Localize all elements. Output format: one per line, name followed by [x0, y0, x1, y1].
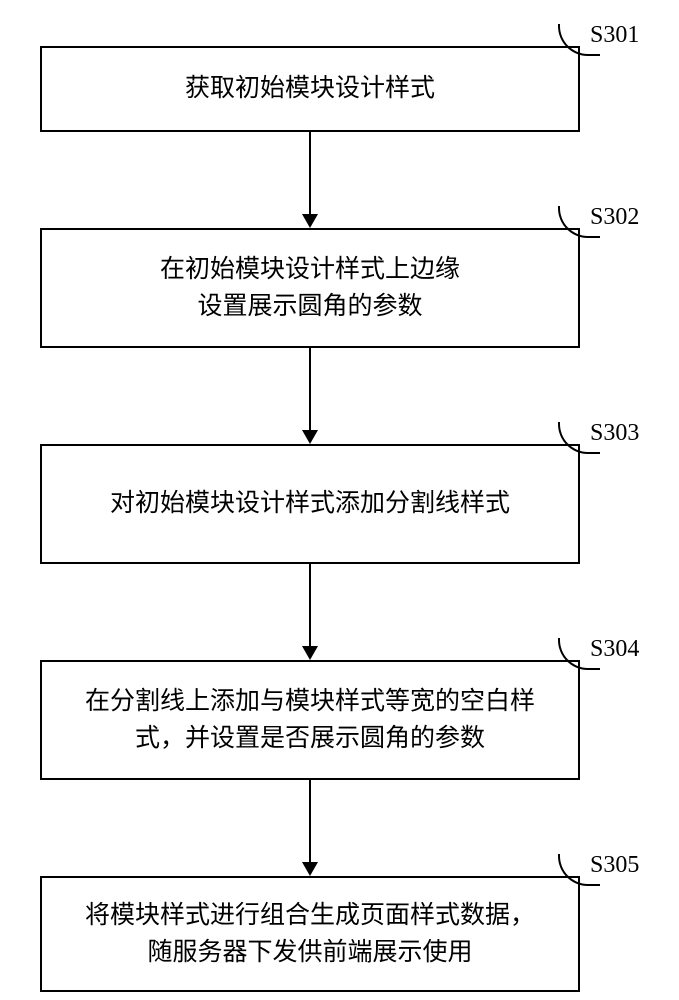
flow-node-s303: 对初始模块设计样式添加分割线样式	[40, 444, 580, 564]
arrow-head-icon	[302, 430, 318, 444]
flow-node-text: 在分割线上添加与模块样式等宽的空白样 式，并设置是否展示圆角的参数	[85, 683, 535, 758]
flow-node-text: 对初始模块设计样式添加分割线样式	[110, 485, 510, 523]
flow-node-s301: 获取初始模块设计样式	[40, 46, 580, 132]
flow-node-label: S302	[590, 204, 639, 231]
flow-node-label: S304	[590, 636, 639, 663]
flow-node-text: 在初始模块设计样式上边缘 设置展示圆角的参数	[160, 251, 460, 326]
flow-arrow	[309, 348, 311, 430]
flowchart-canvas: 获取初始模块设计样式 S301 在初始模块设计样式上边缘 设置展示圆角的参数 S…	[0, 0, 679, 1000]
flow-arrow	[309, 132, 311, 214]
arrow-head-icon	[302, 862, 318, 876]
flow-node-label: S305	[590, 852, 639, 879]
flow-node-text: 将模块样式进行组合生成页面样式数据， 随服务器下发供前端展示使用	[85, 897, 535, 972]
arrow-head-icon	[302, 214, 318, 228]
flow-node-s305: 将模块样式进行组合生成页面样式数据， 随服务器下发供前端展示使用	[40, 876, 580, 992]
flow-arrow	[309, 564, 311, 646]
flow-arrow	[309, 780, 311, 862]
arrow-head-icon	[302, 646, 318, 660]
flow-node-label: S303	[590, 420, 639, 447]
flow-node-text: 获取初始模块设计样式	[185, 70, 435, 108]
flow-node-label: S301	[590, 22, 639, 49]
flow-node-s304: 在分割线上添加与模块样式等宽的空白样 式，并设置是否展示圆角的参数	[40, 660, 580, 780]
flow-node-s302: 在初始模块设计样式上边缘 设置展示圆角的参数	[40, 228, 580, 348]
